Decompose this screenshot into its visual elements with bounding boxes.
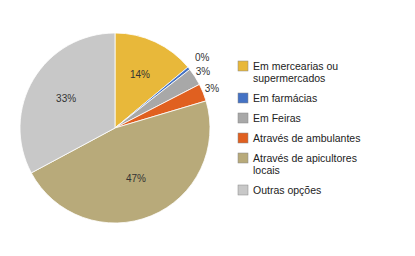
legend-label-line: Através de ambulantes (253, 132, 360, 144)
pie-slice (20, 33, 115, 173)
legend-swatch (238, 153, 248, 163)
legend-item: Em Feiras (238, 112, 301, 124)
legend-label-line: Em mercearias ou (253, 60, 338, 72)
data-label: 3% (205, 83, 220, 94)
legend-label: Através de ambulantes (253, 132, 360, 144)
data-labels: 14% 0% 3% 3% 47% 33% (56, 52, 219, 184)
legend-label-line: supermercados (253, 72, 325, 84)
slices (20, 33, 210, 223)
legend-label: Outras opções (253, 184, 321, 196)
legend-label-line: Outras opções (253, 184, 321, 196)
data-label: 0% (195, 52, 210, 63)
legend-item: Em farmácias (238, 92, 317, 104)
chart-container: 14% 0% 3% 3% 47% 33% Em mercearias ousupermerc… (0, 0, 415, 256)
data-label: 3% (196, 66, 211, 77)
legend-item: Através de apicultoreslocais (238, 152, 357, 176)
legend-label-line: Em farmácias (253, 92, 317, 104)
legend-label-line: Através de apicultores (253, 152, 357, 164)
legend-label: Através de apicultoreslocais (253, 152, 357, 176)
data-label: 33% (56, 93, 76, 104)
legend-label-line: Em Feiras (253, 112, 301, 124)
legend-label: Em mercearias ousupermercados (253, 60, 338, 84)
data-label: 14% (130, 69, 150, 80)
legend-label: Em farmácias (253, 92, 317, 104)
data-label: 47% (126, 173, 146, 184)
legend-item: Em mercearias ousupermercados (238, 60, 338, 84)
legend-swatch (238, 133, 248, 143)
legend-swatch (238, 93, 248, 103)
legend-swatch (238, 113, 248, 123)
legend: Em mercearias ousupermercados Em farmácia… (238, 60, 360, 196)
chart: 14% 0% 3% 3% 47% 33% Em mercearias ousupermerc… (0, 0, 415, 256)
legend-item: Outras opções (238, 184, 321, 196)
legend-item: Através de ambulantes (238, 132, 360, 144)
legend-swatch (238, 185, 248, 195)
legend-label-line: locais (253, 164, 280, 176)
legend-swatch (238, 61, 248, 71)
legend-label: Em Feiras (253, 112, 301, 124)
